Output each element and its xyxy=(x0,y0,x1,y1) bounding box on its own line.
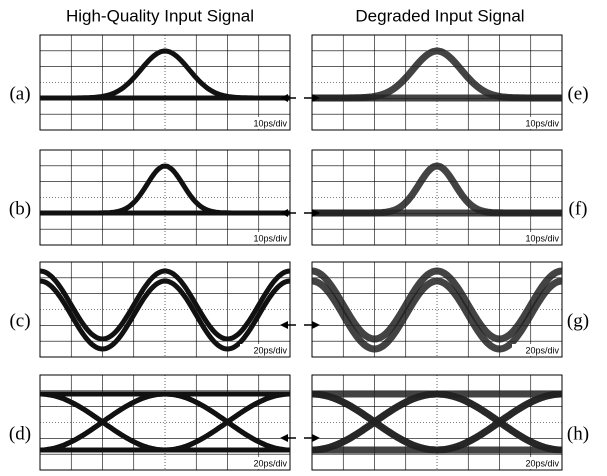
scope-panel: 10ps/div (b) xyxy=(9,150,290,245)
scope-panel: 10ps/div (e) xyxy=(312,35,589,130)
panel-label: (d) xyxy=(9,423,31,444)
column-title: High-Quality Input Signal xyxy=(66,6,254,25)
panel-label: (g) xyxy=(567,310,589,331)
scope-panel: 20ps/div (c) xyxy=(9,262,290,357)
panel-label: (a) xyxy=(9,83,30,104)
scale-label: 20ps/div xyxy=(525,345,559,355)
panel-frame xyxy=(40,262,290,357)
column-title: Degraded Input Signal xyxy=(355,6,524,25)
panel-frame xyxy=(312,375,562,470)
scale-label: 20ps/div xyxy=(253,458,287,468)
scale-label: 10ps/div xyxy=(525,233,559,243)
scale-label: 10ps/div xyxy=(525,118,559,128)
scale-label: 20ps/div xyxy=(525,458,559,468)
panel-label: (c) xyxy=(9,310,30,331)
scope-panel: 20ps/div (d) xyxy=(9,375,290,470)
scope-panel: 20ps/div (g) xyxy=(312,262,589,357)
scale-label: 10ps/div xyxy=(253,118,287,128)
scope-panel: 20ps/div (h) xyxy=(312,375,589,470)
scope-panel: 10ps/div (a) xyxy=(9,35,290,130)
panel-label: (h) xyxy=(567,423,589,444)
scale-label: 10ps/div xyxy=(253,233,287,243)
scope-panel: 10ps/div (f) xyxy=(312,150,587,245)
panel-label: (b) xyxy=(9,198,31,219)
panel-label: (f) xyxy=(569,198,588,219)
panel-label: (e) xyxy=(567,83,588,104)
scale-label: 20ps/div xyxy=(253,345,287,355)
panel-frame xyxy=(40,375,290,470)
figure: High-Quality Input Signal Degraded Input… xyxy=(0,0,607,476)
